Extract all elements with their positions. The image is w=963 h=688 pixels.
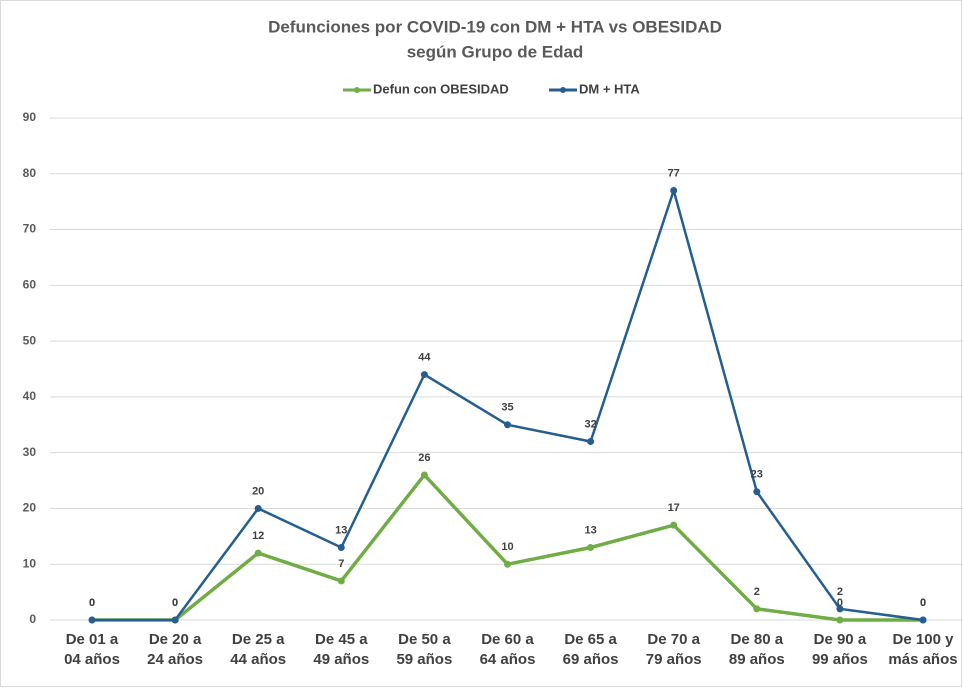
data-label: 2: [837, 586, 843, 598]
legend-label: Defun con OBESIDAD: [373, 81, 509, 96]
x-tick-label-line: De 65 a: [564, 631, 617, 648]
x-tick-label-line: 79 años: [646, 651, 702, 668]
chart-subtitle: según Grupo de Edad: [407, 42, 584, 61]
x-tick-label: De 50 a 59 años: [396, 631, 452, 668]
legend-marker: [354, 87, 360, 93]
data-label: 2: [754, 586, 760, 598]
point: [753, 488, 761, 496]
y-tick-label: 80: [23, 166, 37, 180]
x-tick-label: De 25 a 44 años: [230, 631, 286, 668]
x-tick-label-line: 24 años: [147, 651, 203, 668]
data-label: 0: [837, 597, 843, 609]
x-tick-label-line: 04 años: [64, 651, 120, 668]
x-tick-label-line: 89 años: [729, 651, 785, 668]
point: [836, 616, 844, 624]
point: [587, 438, 595, 446]
data-label: 13: [335, 524, 347, 536]
x-tick-label: De 20 a 24 años: [147, 631, 203, 668]
legend-marker: [560, 87, 566, 93]
x-tick-label-line: 49 años: [313, 651, 369, 668]
x-tick-label-line: De 45 a: [315, 631, 368, 648]
y-tick-label: 70: [23, 222, 37, 236]
x-tick-label-line: 44 años: [230, 651, 286, 668]
data-label: 0: [920, 597, 926, 609]
x-tick-label-line: 64 años: [480, 651, 536, 668]
point: [171, 616, 179, 624]
x-tick-label: De 65 a 69 años: [563, 631, 619, 668]
x-tick-label: De 80 a 89 años: [729, 631, 785, 668]
point: [919, 616, 927, 624]
x-tick-label-line: 99 años: [812, 651, 868, 668]
point: [504, 560, 511, 568]
data-label: 0: [89, 597, 95, 609]
data-label: 44: [418, 351, 431, 363]
x-tick-label: De 90 a 99 años: [812, 631, 868, 668]
point: [504, 421, 511, 429]
y-tick-label: 50: [23, 333, 37, 347]
point: [587, 543, 595, 551]
data-label: 17: [668, 502, 680, 514]
data-label: 32: [584, 418, 596, 430]
point: [670, 187, 678, 195]
y-tick-label: 40: [23, 389, 37, 403]
x-tick-label-line: De 80 a: [731, 631, 784, 648]
data-label: 0: [172, 597, 178, 609]
data-label: 12: [252, 530, 264, 542]
data-label: 0: [920, 597, 926, 609]
data-label: 10: [501, 541, 513, 553]
legend-label: DM + HTA: [579, 81, 640, 96]
data-label: 0: [89, 597, 95, 609]
point: [337, 543, 345, 551]
x-tick-label-line: De 50 a: [398, 631, 451, 648]
point: [337, 577, 345, 585]
point: [420, 371, 428, 379]
x-tick-label-line: De 70 a: [647, 631, 700, 648]
x-tick-label-line: 69 años: [563, 651, 619, 668]
y-tick-label: 30: [23, 445, 37, 459]
point: [254, 504, 262, 512]
chart-title: Defunciones por COVID-19 con DM + HTA vs…: [268, 17, 722, 36]
x-tick-label: De 45 a 49 años: [313, 631, 369, 668]
x-tick-label: De 100 y más años: [888, 631, 957, 668]
data-label: 77: [668, 167, 680, 179]
x-tick-label-line: De 25 a: [232, 631, 285, 648]
data-label: 0: [172, 597, 178, 609]
x-tick-label-line: De 60 a: [481, 631, 534, 648]
point: [836, 605, 844, 613]
point: [670, 521, 678, 529]
x-tick-label-line: De 20 a: [149, 631, 202, 648]
point: [753, 605, 761, 613]
y-tick-label: 90: [23, 110, 37, 124]
data-label: 26: [418, 452, 430, 464]
x-tick-label-line: más años: [888, 651, 957, 668]
y-tick-label: 60: [23, 278, 37, 292]
point: [88, 616, 96, 624]
data-label: 23: [751, 469, 763, 481]
x-tick-label: De 70 a 79 años: [646, 631, 702, 668]
y-tick-label: 10: [23, 556, 37, 570]
y-tick-label: 20: [23, 501, 37, 515]
point: [254, 549, 262, 557]
data-label: 13: [584, 524, 596, 536]
data-label: 35: [501, 402, 513, 414]
x-tick-label: De 60 a 64 años: [480, 631, 536, 668]
data-label: 20: [252, 485, 264, 497]
x-tick-label-line: De 01 a: [66, 631, 119, 648]
y-tick-label: 0: [29, 612, 36, 626]
point: [420, 471, 428, 479]
x-tick-label-line: De 100 y: [893, 631, 955, 648]
x-tick-label-line: De 90 a: [814, 631, 867, 648]
x-tick-label-line: 59 años: [396, 651, 452, 668]
data-label: 7: [338, 558, 344, 570]
x-tick-label: De 01 a 04 años: [64, 631, 120, 668]
